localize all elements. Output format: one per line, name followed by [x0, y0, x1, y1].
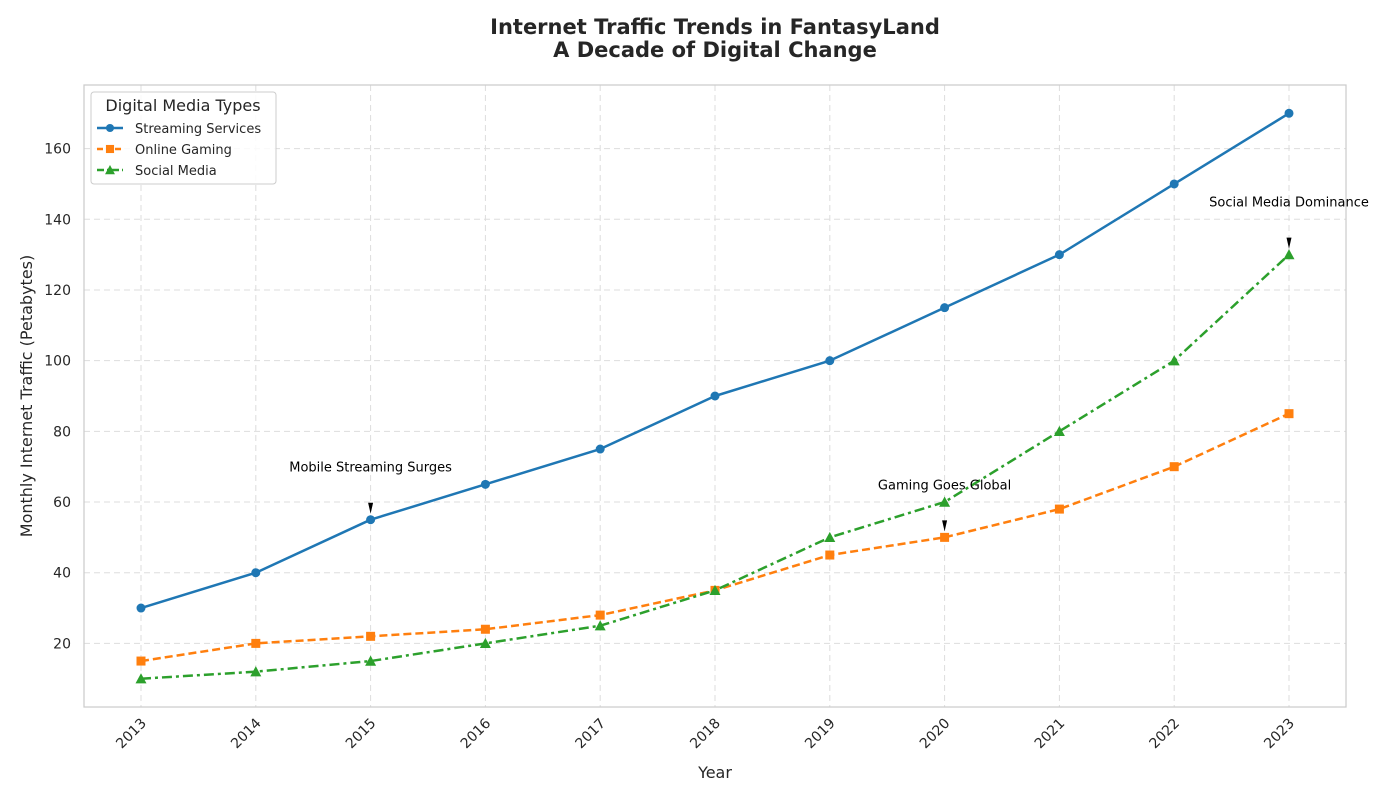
data-point-streaming-services-2015	[366, 515, 376, 525]
y-axis-ticks: 20 40 60 80 100 120 140 160	[44, 142, 71, 653]
data-point-streaming-services-2018	[710, 391, 720, 401]
data-point-social-media-2021	[1053, 425, 1065, 437]
y-tick-label-120: 120	[44, 283, 71, 299]
grid	[84, 85, 1346, 707]
y-tick-label-160: 160	[44, 142, 71, 158]
y-tick-label-20: 20	[53, 636, 71, 652]
annotation-arrow-1	[368, 502, 374, 514]
annotation-label-3: Social Media Dominance	[1209, 196, 1369, 211]
data-point-streaming-services-2022	[1169, 179, 1179, 189]
data-point-social-media-2019	[824, 531, 836, 543]
data-point-online-gaming-2014	[251, 638, 261, 648]
legend-label-online-gaming: Online Gaming	[135, 143, 232, 158]
legend-marker-social-media	[105, 165, 115, 175]
legend: Digital Media Types Streaming Services On…	[90, 91, 277, 185]
series-markers	[135, 108, 1295, 684]
y-tick-label-60: 60	[53, 495, 71, 511]
data-point-online-gaming-2019	[825, 550, 835, 560]
legend-label-social-media: Social Media	[135, 164, 217, 179]
y-tick-label-80: 80	[53, 424, 71, 440]
data-point-streaming-services-2013	[136, 603, 146, 613]
data-point-social-media-2017	[594, 620, 606, 631]
y-tick-label-100: 100	[44, 354, 71, 370]
data-point-social-media-2022	[1168, 355, 1180, 366]
y-tick-label-40: 40	[53, 566, 71, 582]
data-point-social-media-2016	[479, 637, 491, 649]
data-point-social-media-2018	[709, 584, 721, 596]
data-point-online-gaming-2023	[1284, 409, 1294, 419]
legend-label-streaming-services: Streaming Services	[135, 122, 261, 137]
legend-marker-streaming-services	[105, 123, 115, 133]
data-point-streaming-services-2023	[1284, 108, 1294, 118]
data-point-streaming-services-2021	[1054, 250, 1064, 260]
data-point-streaming-services-2016	[480, 479, 490, 489]
data-point-online-gaming-2021	[1054, 504, 1064, 514]
data-point-online-gaming-2022	[1169, 462, 1179, 472]
legend-marker-online-gaming	[105, 144, 115, 154]
data-point-streaming-services-2020	[940, 303, 950, 313]
data-point-online-gaming-2015	[366, 631, 376, 641]
data-point-social-media-2013	[135, 673, 147, 684]
annotation-arrow-2	[942, 520, 948, 532]
y-tick-label-140: 140	[44, 212, 71, 228]
data-point-online-gaming-2017	[595, 610, 605, 620]
x-axis-label: Year	[697, 763, 732, 782]
data-point-streaming-services-2017	[595, 444, 605, 454]
y-axis-label: Monthly Internet Traffic (Petabytes)	[17, 255, 36, 537]
data-point-online-gaming-2013	[136, 656, 146, 666]
data-point-online-gaming-2020	[940, 532, 950, 542]
data-point-streaming-services-2014	[251, 568, 261, 578]
annotations: Mobile Streaming Surges Gaming Goes Globa…	[289, 196, 1369, 532]
data-point-streaming-services-2019	[825, 356, 835, 366]
legend-box	[90, 91, 277, 185]
data-point-social-media-2015	[365, 655, 377, 666]
data-point-online-gaming-2016	[480, 624, 490, 634]
annotation-arrow-3	[1286, 237, 1292, 249]
annotation-label-1: Mobile Streaming Surges	[289, 461, 452, 476]
data-point-social-media-2014	[250, 666, 262, 677]
chart-title-line-1: Internet Traffic Trends in FantasyLand	[490, 15, 940, 39]
data-point-social-media-2023	[1283, 249, 1295, 260]
data-point-social-media-2020	[939, 496, 951, 507]
legend-items: Streaming Services Online Gaming Social Me…	[97, 122, 261, 179]
chart-title-line-2: A Decade of Digital Change	[553, 38, 877, 62]
legend-title: Digital Media Types	[105, 96, 260, 115]
annotation-label-2: Gaming Goes Global	[878, 478, 1011, 493]
plot-area	[83, 84, 1347, 708]
